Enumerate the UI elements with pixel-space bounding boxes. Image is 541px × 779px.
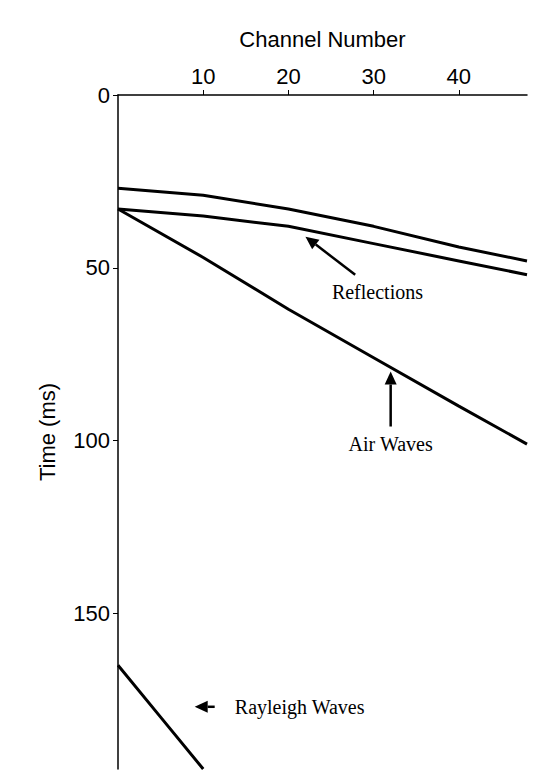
svg-text:100: 100 — [73, 428, 110, 453]
svg-text:10: 10 — [191, 64, 215, 89]
svg-text:Rayleigh Waves: Rayleigh Waves — [235, 696, 365, 719]
svg-text:150: 150 — [73, 601, 110, 626]
svg-text:20: 20 — [276, 64, 300, 89]
svg-text:0: 0 — [98, 83, 110, 108]
svg-text:30: 30 — [361, 64, 385, 89]
svg-text:Air Waves: Air Waves — [349, 433, 433, 455]
svg-text:Time (ms): Time (ms) — [35, 383, 60, 481]
svg-text:40: 40 — [447, 64, 471, 89]
svg-text:Channel Number: Channel Number — [239, 27, 405, 52]
svg-text:Reflections: Reflections — [332, 281, 423, 303]
svg-text:50: 50 — [86, 255, 110, 280]
